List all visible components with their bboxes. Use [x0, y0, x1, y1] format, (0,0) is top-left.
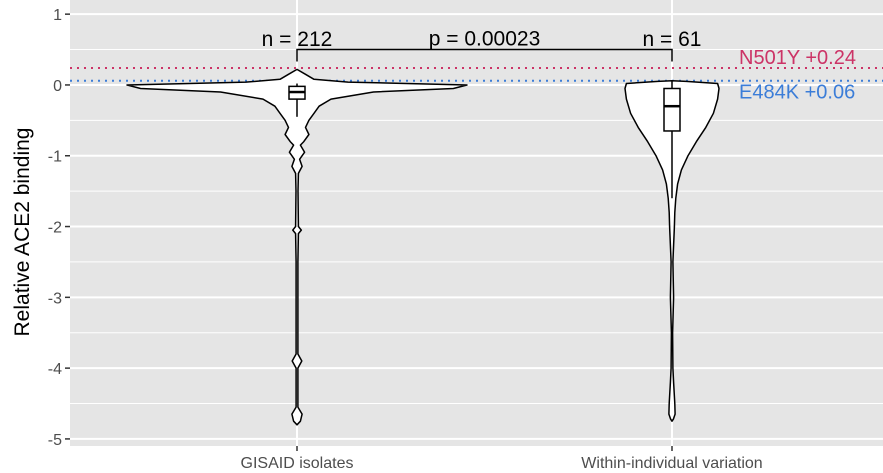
x-tick-label: Within-individual variation	[581, 455, 762, 472]
y-tick-label: -3	[48, 290, 62, 307]
y-tick-label: 1	[53, 7, 62, 24]
n-label: n = 212	[262, 28, 333, 51]
x-axis: GISAID isolates Within-individual variati…	[241, 446, 763, 472]
y-tick-label: -4	[48, 361, 62, 378]
y-axis-title: Relative ACE2 binding	[11, 128, 34, 337]
p-value-label: p = 0.00023	[429, 28, 541, 51]
y-tick-label: -2	[48, 220, 62, 237]
comparison-bracket	[296, 48, 673, 62]
reference-lines: N501Y +0.24 E484K +0.06	[70, 47, 883, 104]
x-tick-label: GISAID isolates	[241, 455, 354, 472]
y-tick-label: -1	[48, 149, 62, 166]
annotations: n = 212 n = 61 p = 0.00023	[262, 28, 702, 62]
reference-line-label: N501Y +0.24	[739, 47, 856, 69]
violin-1	[126, 68, 468, 426]
box-iqr	[663, 87, 681, 132]
y-axis: 1 0 -1 -2 -3 -4 -5	[48, 7, 70, 449]
y-tick-label: -5	[48, 432, 62, 449]
reference-line-label: E484K +0.06	[739, 82, 855, 104]
plot-panel	[70, 0, 883, 446]
n-label: n = 61	[643, 28, 702, 51]
violins	[126, 68, 720, 426]
violin-2	[624, 79, 720, 422]
y-tick-label: 0	[53, 78, 62, 95]
